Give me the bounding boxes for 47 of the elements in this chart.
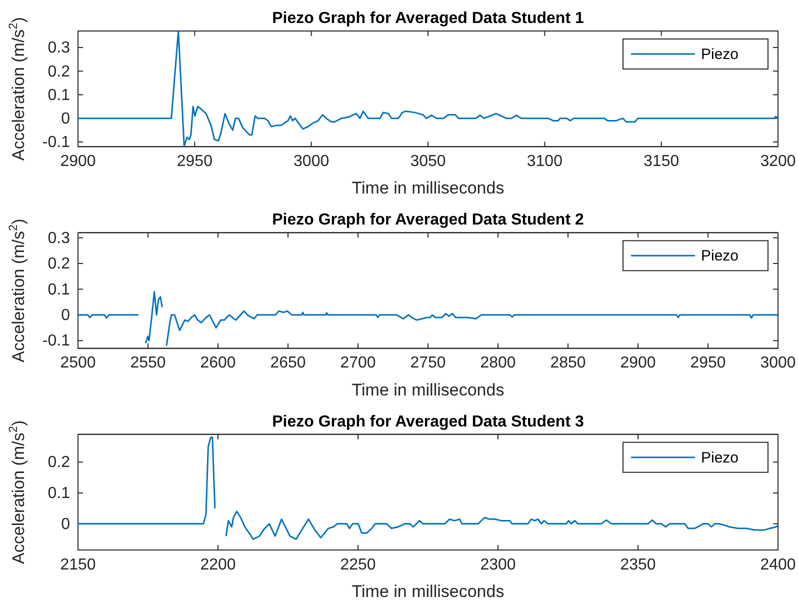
x-tick-label: 3000 [760,354,796,372]
x-tick-label: 2950 [690,354,726,372]
x-tick-label: 3000 [294,153,330,170]
y-tick-label: 0.2 [48,454,70,472]
y-tick-label: 0.1 [48,281,70,298]
y-tick-label: 0.2 [48,256,70,273]
x-tick-label: 2250 [340,556,376,574]
chart-title: Piezo Graph for Averaged Data Student 1 [272,10,584,27]
x-tick-label: 2750 [410,354,446,372]
x-tick-label: 3200 [760,153,796,170]
y-tick-label: -0.1 [42,134,70,152]
x-axis-title: Time in milliseconds [352,380,504,400]
x-tick-label: 2500 [60,354,96,372]
y-tick-label: 0.1 [48,485,70,502]
y-tick-label: 0.3 [48,230,70,247]
y-tick-label: 0 [61,307,70,324]
y-tick-label: 0.2 [48,63,70,80]
x-tick-label: 2850 [550,354,586,372]
x-tick-label: 2200 [200,556,236,574]
x-tick-label: 2400 [760,556,796,574]
x-axis-title: Time in milliseconds [352,582,504,601]
x-tick-label: 2550 [130,354,166,372]
x-axis-title: Time in milliseconds [352,178,504,198]
x-tick-label: 3150 [644,153,680,170]
y-tick-label: 0 [61,516,70,533]
x-tick-label: 2950 [176,153,213,170]
x-tick-label: 2900 [60,153,96,170]
x-tick-label: 2600 [200,354,236,372]
legend-label: Piezo [701,46,739,63]
y-tick-label: 0.1 [48,86,70,104]
y-tick-label: -0.1 [42,332,70,350]
chart-title: Piezo Graph for Averaged Data Student 3 [272,413,584,430]
legend-label: Piezo [701,248,739,265]
y-tick-label: 0.3 [48,40,70,57]
x-tick-label: 2800 [480,354,516,372]
chart-title: Piezo Graph for Averaged Data Student 2 [272,212,584,229]
line-series [78,31,778,147]
x-tick-label: 2900 [620,354,656,372]
x-tick-label: 3050 [410,153,446,170]
x-tick-label: 2700 [340,354,376,372]
x-tick-label: 2150 [60,556,96,574]
x-tick-label: 3100 [526,153,563,170]
y-tick-label: 0 [61,110,70,128]
x-tick-label: 2350 [620,556,656,574]
x-tick-label: 2300 [480,556,516,574]
legend-label: Piezo [701,449,739,466]
x-tick-label: 2650 [270,354,306,372]
